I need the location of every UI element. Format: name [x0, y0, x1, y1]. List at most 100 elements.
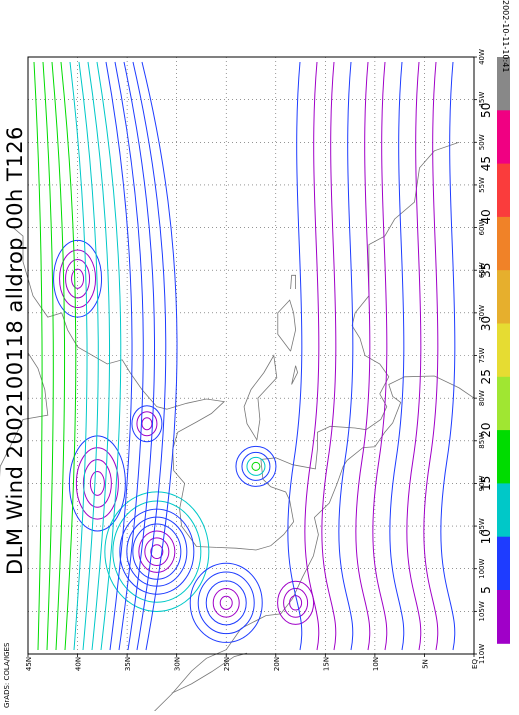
colorbar-segment: [497, 216, 510, 271]
anticyclone-streamline: [112, 500, 202, 603]
longitude-tick-label: 75W: [478, 348, 486, 364]
coastline: [290, 274, 296, 290]
longitude-tick-label: 55W: [478, 177, 486, 193]
circulation-streamline: [68, 435, 126, 532]
circulation-streamline: [71, 268, 85, 289]
easterly-streamline: [304, 61, 320, 651]
longitude-tick-label: 95W: [478, 518, 486, 534]
longitude-labels: 110W 105W 100W 95W 90W 85W 80W 75W 70W 65W 60W 55W 5…: [474, 49, 486, 664]
easterly-streamline: [406, 61, 422, 651]
colorbar-segment: [497, 376, 510, 431]
westerly-streamline: [87, 61, 111, 651]
colorbar-segment: [497, 590, 510, 644]
longitude-tick-label: 105W: [478, 601, 486, 621]
longitude-tick-label: 50W: [478, 134, 486, 150]
circulation-streamline: [197, 571, 255, 635]
longitude-tick-label: 80W: [478, 390, 486, 406]
circulation-streamline: [53, 239, 103, 318]
easterly-streamline: [389, 61, 405, 651]
westerly-streamline: [105, 61, 133, 651]
colorbar-segment: [497, 57, 510, 111]
grads-credit: GrADS: COLA/IGES: [3, 642, 11, 708]
latitude-tick-label: 5N: [421, 659, 429, 669]
circulation-streamline: [289, 595, 303, 611]
longitude-tick-label: 70W: [478, 305, 486, 321]
circulation-streamline: [75, 447, 119, 520]
longitude-tick-label: 90W: [478, 475, 486, 491]
anticyclone-streamline: [104, 491, 210, 612]
westerly-streamline: [141, 61, 178, 651]
westerly-streamline: [33, 61, 43, 651]
latitude-tick-label: 25N: [223, 657, 231, 671]
circulation-streamline: [212, 588, 240, 618]
circulation-streamline: [136, 411, 158, 437]
anticyclone-streamline: [144, 537, 170, 566]
longitude-tick-label: 85W: [478, 433, 486, 449]
circulation-streamline: [141, 417, 153, 431]
westerly-streamline: [123, 61, 156, 651]
colorbar-label: 5: [479, 586, 493, 594]
westerly-streamline: [78, 61, 99, 651]
circulation-streamline: [131, 405, 163, 443]
colorbar-label: 10: [479, 529, 493, 544]
latitude-tick-label: 40N: [75, 657, 83, 671]
anticyclone-streamline: [132, 523, 182, 580]
colorbar-segment: [497, 110, 510, 165]
latitude-tick-label: 45N: [25, 657, 33, 671]
cyclone-streamline: [246, 456, 266, 476]
colorbar-label: 20: [479, 422, 493, 437]
latitude-tick-label: EQ: [471, 659, 479, 669]
coastline: [0, 352, 49, 478]
circulation-streamline: [65, 259, 91, 299]
colorbar-segment: [497, 270, 510, 324]
cyclone-streamline: [251, 461, 261, 471]
anticyclone-streamline: [138, 530, 176, 573]
easterly-streamline: [287, 61, 303, 651]
westerly-streamline: [132, 61, 167, 651]
colorbar-label: 40: [479, 209, 493, 224]
coastline: [291, 365, 299, 385]
longitude-tick-label: 110W: [478, 644, 486, 664]
easterly-streamline: [440, 61, 456, 651]
easterly-streamline: [355, 61, 371, 651]
easterly-streamline: [321, 61, 337, 651]
lat-lon-grid: [28, 57, 474, 654]
coastline: [12, 227, 226, 548]
cyclone-streamline: [235, 445, 277, 487]
longitude-tick-label: 65W: [478, 262, 486, 278]
longitude-tick-label: 45W: [478, 92, 486, 108]
latitude-tick-label: 10N: [372, 657, 380, 671]
colorbar-label: 50: [479, 103, 493, 118]
longitude-tick-label: 100W: [478, 559, 486, 579]
easterly-streamline: [338, 61, 354, 651]
latitude-labels: EQ 5N 10N 15N 20N 25N 30N 35N 40N 45N: [25, 654, 479, 671]
coastlines: [0, 141, 475, 714]
colorbar-segment: [497, 323, 510, 378]
colorbar-label: 25: [479, 369, 493, 384]
map-title: DLM Wind 2002100118 alldrop 00h T126: [3, 126, 27, 575]
westerly-streamline: [96, 61, 122, 651]
westerly-streamline: [60, 61, 77, 651]
circulation-streamline: [189, 562, 263, 643]
timestamp-label: 2002-10-11-10:41: [501, 0, 510, 73]
colorbar-segment: [497, 163, 510, 218]
colorbar-label: 35: [479, 263, 493, 278]
latitude-tick-label: 35N: [124, 657, 132, 671]
circulation-streamline: [219, 595, 233, 610]
colorbar-label: 30: [479, 316, 493, 331]
coastline: [216, 141, 460, 551]
coastline: [171, 652, 248, 694]
westerly-streamline: [51, 61, 66, 651]
colorbar-label: 45: [479, 156, 493, 171]
easterly-streamline: [423, 61, 439, 651]
colorbar-segment: [497, 430, 510, 484]
coastline: [151, 375, 475, 714]
colorbar: 5 10 15 20 25 30 35 40 45 50: [479, 57, 510, 644]
circulation-streamline: [277, 580, 315, 625]
coastline: [277, 299, 297, 352]
circulation-streamline: [283, 587, 309, 618]
streamlines: [33, 61, 456, 651]
latitude-tick-label: 30N: [174, 657, 182, 671]
map-frame: [27, 56, 475, 655]
